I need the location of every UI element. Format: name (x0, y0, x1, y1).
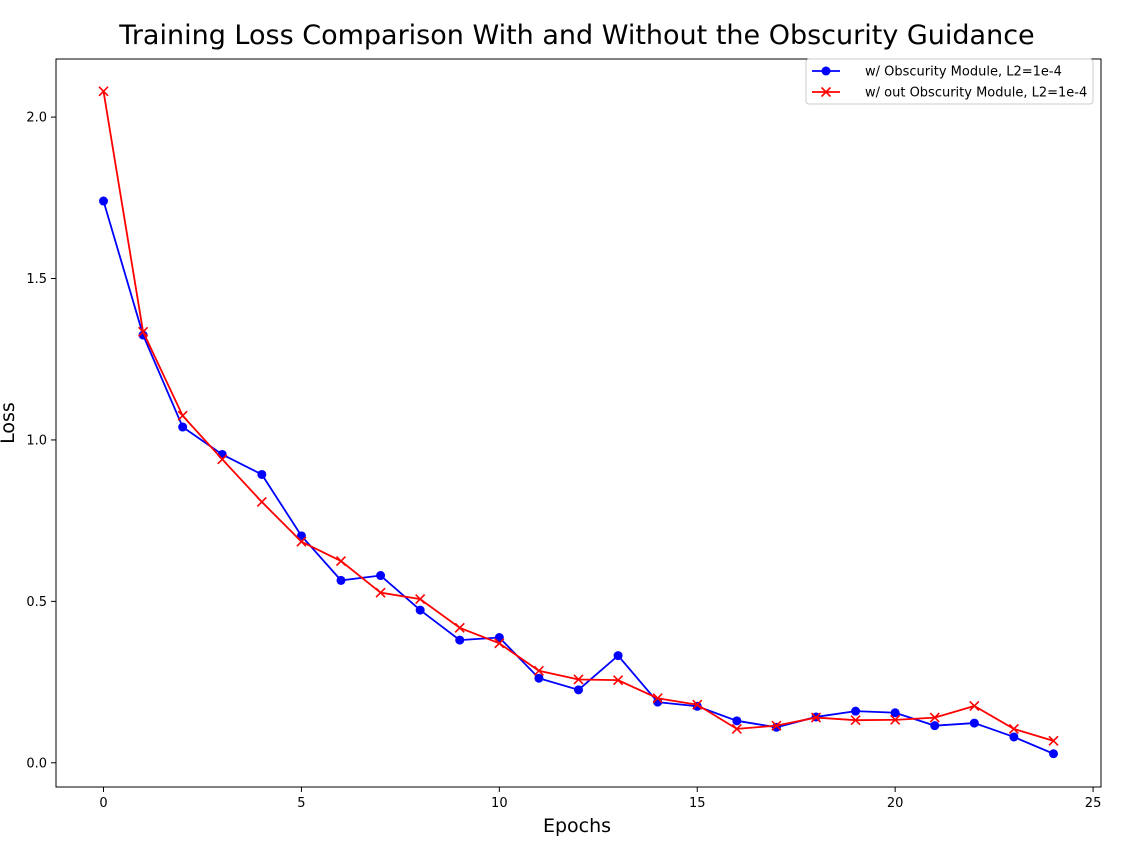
y-tick-label: 1.5 (26, 272, 47, 287)
data-point (99, 196, 108, 206)
data-point (613, 651, 623, 661)
data-point (534, 673, 544, 683)
y-tick-label: 0.0 (26, 756, 47, 771)
y-axis-ticks: 0.0 0.5 1.0 1.5 2.0 (26, 111, 56, 771)
x-tick-label: 20 (887, 796, 904, 811)
data-point (890, 708, 900, 718)
data-point (810, 712, 822, 723)
data-point (217, 454, 228, 465)
y-tick-label: 1.0 (26, 433, 47, 448)
series-1 (99, 196, 1058, 759)
data-point (652, 693, 663, 704)
legend-label: w/ out Obscurity Module, L2=1e-4 (865, 86, 1087, 101)
x-tick-label: 10 (491, 796, 508, 811)
chart-title: Training Loss Comparison With and Withou… (118, 20, 1034, 51)
legend-box (805, 58, 1094, 105)
data-point (929, 712, 940, 723)
data-point (178, 422, 188, 432)
data-point (415, 605, 425, 615)
x-tick-label: 25 (1085, 796, 1102, 811)
data-point (376, 571, 386, 581)
data-point (336, 575, 346, 585)
data-point (494, 633, 504, 643)
data-point (296, 536, 307, 547)
series-2 (98, 86, 1059, 746)
y-tick-label: 2.0 (26, 111, 47, 126)
data-point (256, 496, 267, 507)
data-point (1009, 732, 1019, 742)
series-layer (98, 86, 1059, 759)
x-axis-ticks: 0 5 10 15 20 25 (99, 787, 1101, 811)
legend-entry: w/ out Obscurity Module, L2=1e-4 (812, 86, 1087, 101)
data-point (138, 326, 149, 337)
data-point (731, 723, 742, 734)
data-point (969, 700, 980, 712)
data-point (969, 718, 979, 728)
data-point (296, 531, 306, 541)
data-point (335, 555, 347, 567)
data-point (1008, 723, 1019, 734)
data-point (771, 720, 782, 731)
data-point (257, 469, 267, 479)
data-point (930, 721, 940, 731)
data-point (533, 665, 544, 676)
legend-entry: w/ Obscurity Module, L2=1e-4 (812, 65, 1062, 80)
y-tick-label: 0.5 (26, 595, 47, 610)
x-axis-label: Epochs (543, 815, 611, 837)
data-point (573, 674, 584, 685)
legend-label: w/ Obscurity Module, L2=1e-4 (865, 65, 1062, 80)
data-point (177, 410, 188, 421)
x-tick-label: 0 (99, 796, 107, 811)
data-point (217, 449, 227, 459)
legend: w/ Obscurity Module, L2=1e-4 w/ out Obscu… (805, 58, 1094, 105)
data-point (494, 638, 505, 649)
data-point (851, 706, 861, 716)
plot-area (55, 58, 1102, 788)
data-point (732, 716, 742, 726)
data-point (98, 86, 109, 97)
data-point (692, 699, 703, 710)
data-point (375, 587, 386, 598)
legend-marker (821, 66, 831, 76)
data-point (415, 594, 426, 605)
data-point (1049, 749, 1058, 759)
y-axis-label: Loss (0, 402, 19, 444)
data-point (455, 635, 465, 645)
data-point (850, 715, 861, 726)
x-tick-label: 15 (689, 796, 706, 811)
data-point (890, 714, 901, 725)
data-point (574, 685, 583, 695)
data-point (454, 622, 465, 633)
legend-marker (820, 86, 832, 98)
data-point (613, 675, 624, 686)
data-point (1048, 735, 1059, 746)
x-tick-label: 5 (297, 796, 305, 811)
